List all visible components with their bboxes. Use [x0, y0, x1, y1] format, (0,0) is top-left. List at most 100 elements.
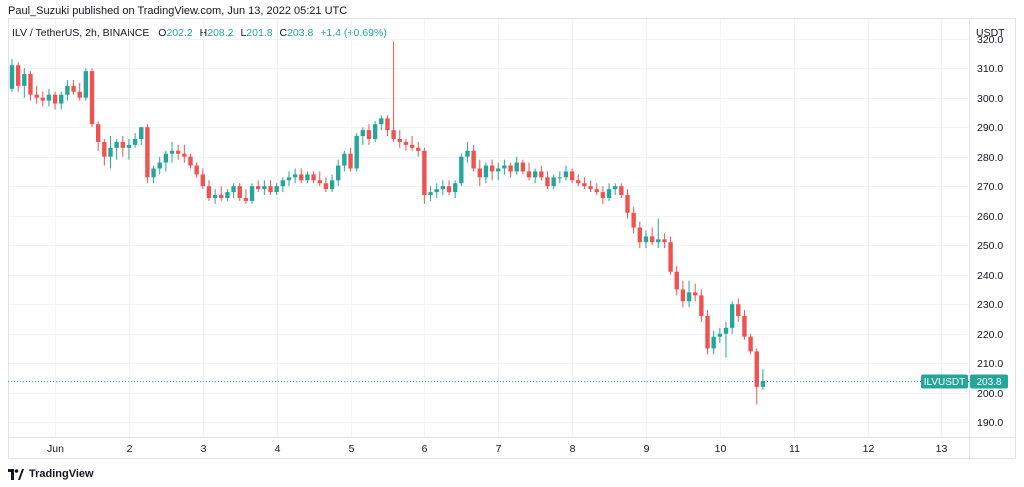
- candle: [323, 177, 329, 193]
- candle-body: [625, 195, 630, 213]
- candle-body: [656, 239, 661, 243]
- candle-body: [606, 189, 612, 198]
- candle-body: [520, 162, 526, 172]
- candle-body: [582, 183, 587, 187]
- price-axis-ticks: 190.0 200.0 210.0 220.0 230.0 240.0 250.0 260.0…: [977, 34, 1003, 429]
- candle-body: [268, 186, 273, 193]
- candle-body: [65, 85, 70, 95]
- candle: [268, 180, 273, 196]
- price-tick-label: 210.0: [977, 358, 1003, 370]
- candle-body: [422, 150, 427, 196]
- time-tick-label: 6: [422, 443, 428, 455]
- candle-body: [502, 165, 507, 169]
- candle-body: [299, 174, 304, 181]
- price-tick-label: 280.0: [977, 152, 1003, 164]
- price-tick-label: 320.0: [977, 34, 1003, 46]
- candle-body: [717, 333, 723, 337]
- tradingview-brand: TradingView: [29, 468, 94, 480]
- candle: [662, 233, 667, 249]
- candle-body: [496, 168, 501, 172]
- candle-body: [557, 177, 562, 179]
- candle: [520, 159, 526, 175]
- candle: [145, 124, 150, 184]
- candle-body: [22, 74, 27, 86]
- candle-body: [40, 97, 45, 101]
- symbol-title[interactable]: ILV / TetherUS, 2h, BINANCE: [12, 27, 150, 39]
- publisher-header: Paul_Suzuki published on TradingView.com…: [8, 5, 347, 17]
- candle-body: [132, 138, 138, 145]
- tradingview-footer[interactable]: TradingView: [8, 468, 94, 480]
- candle: [286, 171, 292, 187]
- candle: [175, 144, 181, 160]
- candle: [532, 168, 538, 184]
- candle: [748, 333, 753, 355]
- candle-body: [514, 162, 519, 172]
- candle: [582, 177, 587, 190]
- candle-body: [699, 295, 704, 317]
- candle-body: [397, 138, 402, 142]
- ticker-tag-bg: [921, 374, 968, 389]
- price-tick-label: 310.0: [977, 63, 1003, 75]
- candle: [169, 141, 175, 163]
- candle-body: [360, 130, 366, 137]
- candle: [526, 162, 532, 181]
- price-tick-label: 270.0: [977, 181, 1003, 193]
- candle: [637, 221, 643, 249]
- candle-body: [262, 186, 267, 190]
- candle: [311, 171, 316, 184]
- candle: [514, 156, 519, 175]
- candle: [212, 189, 218, 204]
- candle: [489, 159, 495, 181]
- candle: [600, 186, 606, 204]
- candle-body: [385, 118, 390, 131]
- candle-body: [200, 174, 206, 187]
- candle-body: [15, 65, 21, 86]
- candle-body: [95, 124, 101, 142]
- candle-body: [354, 136, 359, 169]
- candle: [182, 144, 187, 163]
- candle-body: [631, 212, 636, 228]
- price-tick-label: 290.0: [977, 122, 1003, 134]
- last-price-layer: ILVUSDT 203.8: [8, 374, 1008, 389]
- candle-body: [126, 144, 132, 148]
- candle-body: [403, 141, 409, 145]
- candle-body: [243, 197, 249, 201]
- candle-body: [748, 336, 753, 352]
- candle: [151, 165, 156, 184]
- candle: [372, 121, 378, 142]
- candle: [237, 183, 242, 201]
- candle: [742, 310, 747, 340]
- candle-body: [182, 153, 187, 157]
- candle-body: [28, 74, 33, 95]
- candle-body: [391, 130, 396, 139]
- open-label: O: [158, 27, 167, 39]
- candle-body: [71, 85, 76, 92]
- low-label: L: [240, 27, 247, 39]
- candle-body: [637, 227, 643, 243]
- candle: [403, 138, 409, 151]
- candle: [385, 115, 390, 137]
- candle: [83, 68, 89, 101]
- candle-body: [336, 165, 341, 181]
- candle: [668, 236, 673, 275]
- candle: [366, 124, 372, 145]
- candle-body: [465, 150, 470, 157]
- candle-body: [754, 351, 759, 387]
- candle: [545, 171, 550, 190]
- candle: [619, 183, 624, 198]
- candle: [65, 79, 70, 101]
- candle-body: [532, 171, 538, 178]
- currency-label: USDT: [976, 27, 1005, 39]
- price-tick-label: 230.0: [977, 299, 1003, 311]
- candle: [89, 68, 95, 128]
- candle: [15, 62, 21, 92]
- candle: [557, 171, 562, 184]
- candle: [200, 168, 206, 190]
- candle: [502, 159, 507, 175]
- candle-body: [428, 192, 433, 196]
- candle: [219, 186, 224, 201]
- candle-body: [600, 192, 606, 198]
- candle-body: [452, 183, 458, 193]
- candle-body: [372, 124, 378, 139]
